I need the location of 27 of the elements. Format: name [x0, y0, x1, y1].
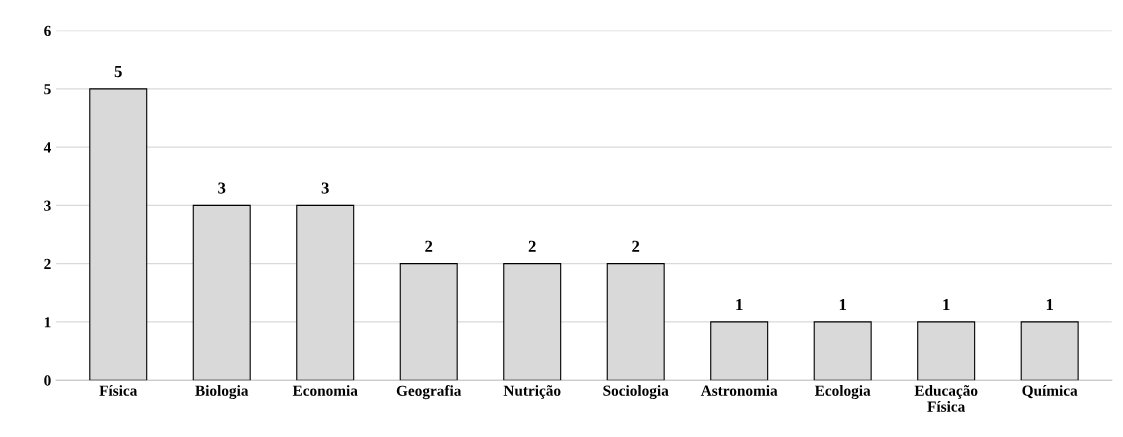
x-tick-label: Química: [1022, 385, 1078, 399]
y-tick-label: 6: [44, 25, 51, 37]
x-tick-label: Física: [99, 385, 138, 396]
data-label: 2: [425, 240, 433, 252]
x-tick-label: Sociologia: [603, 385, 669, 400]
data-label: 3: [218, 182, 226, 194]
y-tick-label: 0: [44, 375, 51, 386]
x-tick-label: Nutrição: [503, 385, 561, 399]
data-label: 1: [1046, 299, 1053, 311]
data-label: 2: [632, 240, 640, 252]
data-label: 5: [114, 66, 122, 78]
x-tick-label: Ecologia: [814, 385, 871, 400]
x-tick-label: Biologia: [195, 385, 249, 400]
y-tick-label: 2: [44, 258, 51, 269]
x-tick-label: Astronomia: [700, 385, 778, 396]
data-label: 1: [736, 299, 743, 311]
y-tick-label: 1: [44, 317, 51, 328]
x-tick-label: Geografia: [396, 385, 462, 400]
y-tick-label: 4: [43, 142, 51, 153]
data-label: 1: [943, 299, 950, 311]
x-tick-label: Economia: [292, 385, 358, 396]
data-label: 3: [321, 182, 329, 194]
y-tick-label: 5: [44, 84, 51, 95]
data-label: 1: [839, 299, 846, 311]
data-label: 2: [528, 240, 536, 252]
y-tick-label: 3: [44, 200, 51, 211]
x-tick-label: Educação Física: [914, 385, 978, 412]
